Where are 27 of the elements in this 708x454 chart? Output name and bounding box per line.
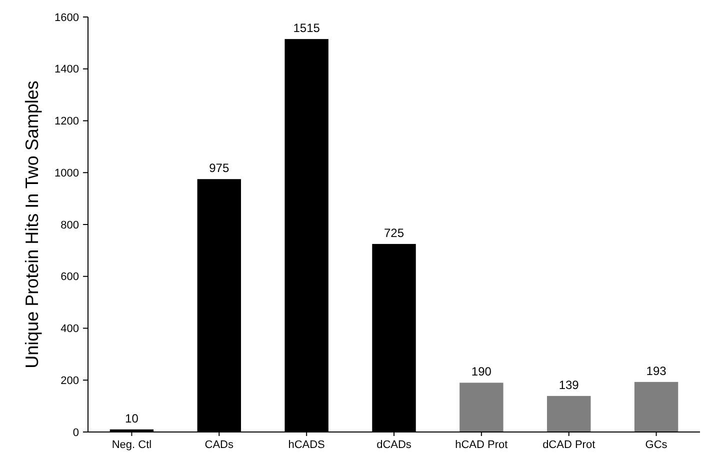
x-tick-label: GCs (645, 439, 668, 451)
y-tick-label: 200 (60, 374, 79, 387)
x-tick-label: hCADS (288, 439, 325, 451)
y-tick-label: 400 (60, 323, 79, 336)
data-label: 1515 (293, 21, 320, 36)
x-tick-label: Neg. Ctl (112, 439, 152, 451)
y-axis-title: Unique Protein Hits In Two Samples (22, 80, 42, 368)
bar (460, 382, 504, 432)
y-tick-label: 0 (72, 426, 79, 439)
x-tick-label: dCAD Prot (542, 439, 596, 451)
bar (547, 396, 591, 432)
y-tick-label: 1400 (54, 64, 79, 76)
data-label: 975 (209, 161, 230, 176)
y-tick-label: 1600 (54, 12, 79, 24)
bar (634, 382, 678, 432)
x-tick-label: hCAD Prot (455, 439, 508, 451)
data-label: 139 (558, 378, 580, 392)
data-label: 193 (646, 364, 667, 378)
data-label: 725 (384, 226, 404, 240)
data-label: 190 (471, 364, 492, 379)
x-tick-label: dCADs (376, 439, 412, 451)
y-tick-label: 800 (60, 219, 79, 232)
x-tick-label: CADs (204, 439, 234, 451)
y-tick-label: 1200 (54, 116, 79, 128)
y-tick-label: 1000 (54, 167, 79, 180)
y-tick-label: 600 (60, 271, 79, 284)
data-label: 10 (125, 411, 139, 426)
